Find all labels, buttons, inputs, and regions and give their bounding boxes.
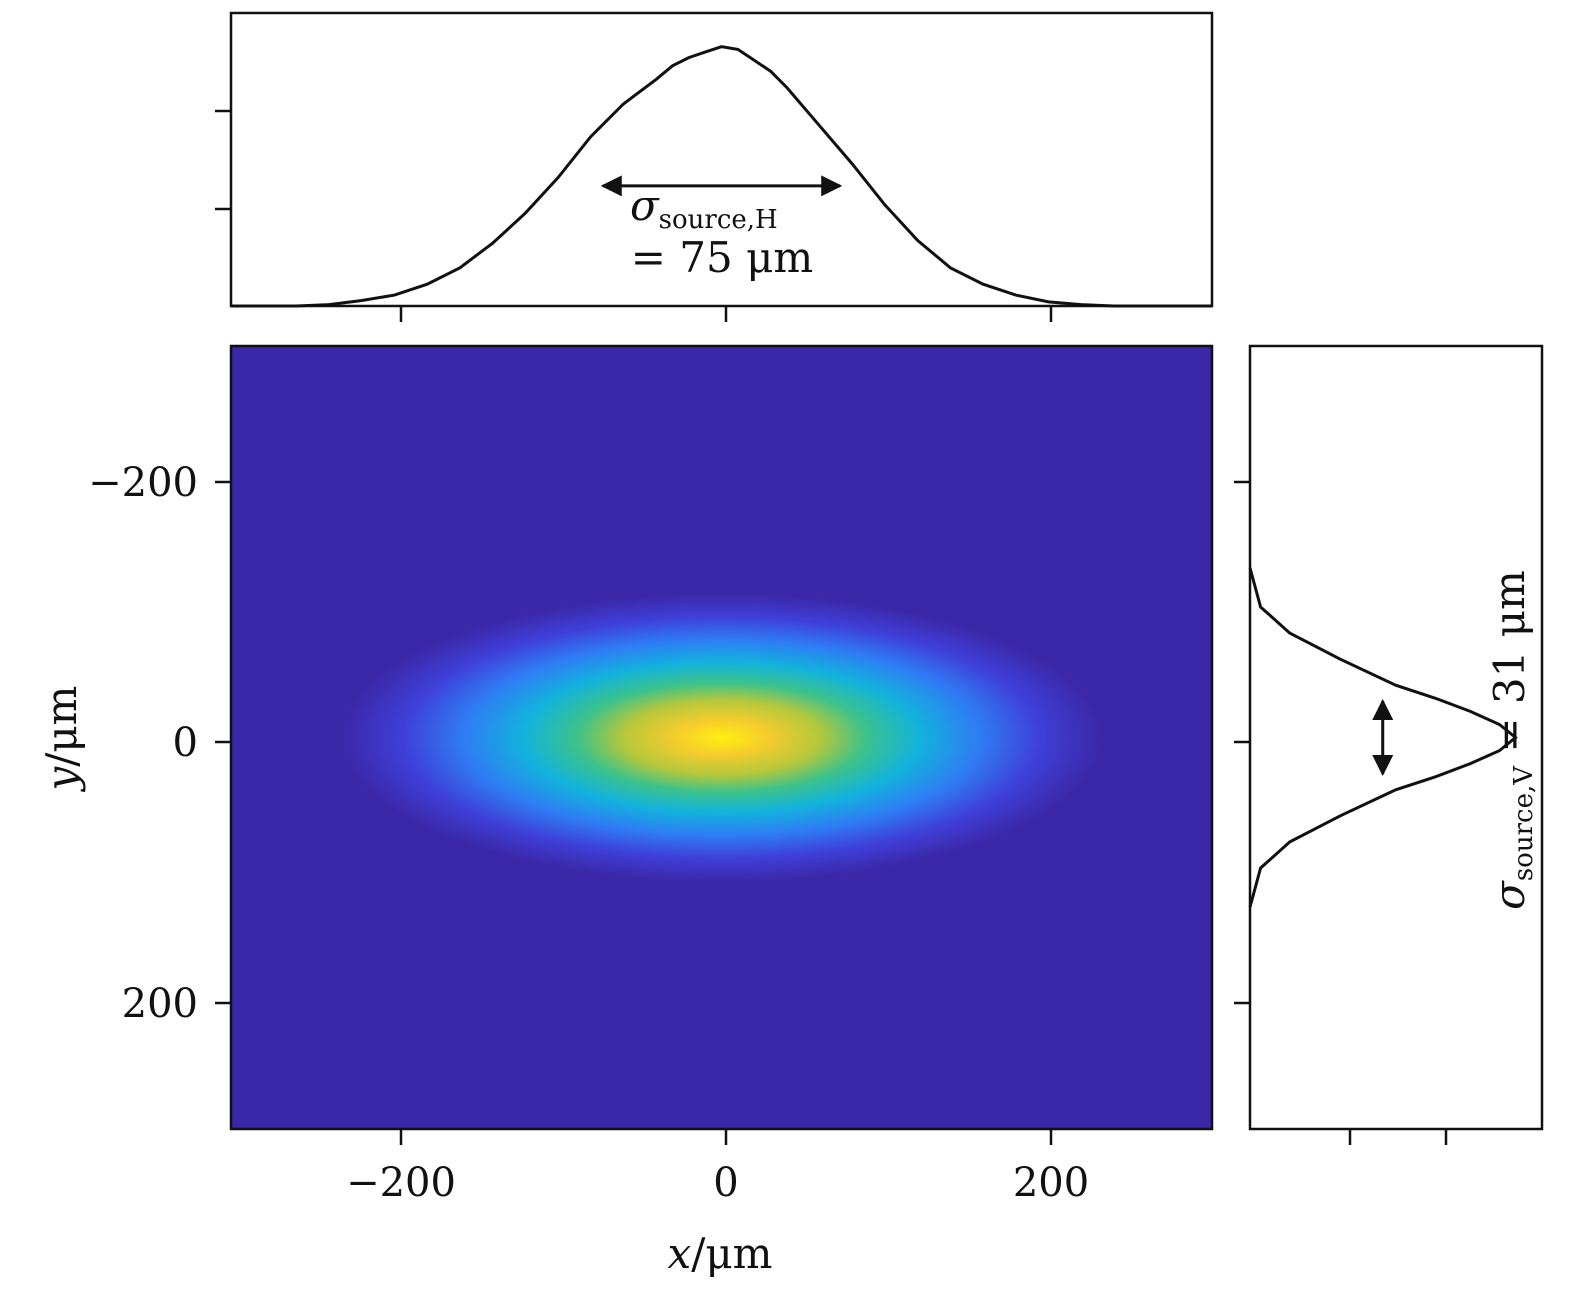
y-axis-var: y [37, 766, 86, 793]
sigma-h-symbol: σ [630, 181, 660, 230]
y-tick-label: 200 [122, 981, 198, 1027]
horizontal-profile-curve [231, 45, 1212, 308]
sigma-v-subscript: source,V [1509, 765, 1539, 881]
beam-spot [341, 593, 1102, 882]
sigma-h-subscript: source,H [659, 205, 778, 235]
sigma-h-value: = 75 μm [631, 233, 813, 282]
x-axis-label: x/μm [668, 1229, 773, 1278]
y-tick-label: 0 [173, 720, 198, 766]
top-profile-panel: σsource,H = 75 μm [215, 11, 1214, 322]
sigma-v-label: σsource,V = 31 μm [1485, 570, 1539, 910]
heatmap-panel: −200 0 200 −200 0 200 x/μm y/μm [37, 344, 1214, 1278]
heatmap-frame [229, 344, 1214, 1131]
sigma-h-label: σsource,H [630, 181, 778, 235]
sigma-v-value: = 31 μm [1485, 570, 1534, 766]
top-profile-frame [229, 11, 1214, 308]
right-profile-frame [1248, 344, 1544, 1131]
right-profile-panel: σsource,V = 31 μm [1234, 344, 1544, 1145]
x-axis-unit: /μm [691, 1229, 772, 1278]
sigma-v-symbol: σ [1485, 880, 1534, 910]
y-axis-unit: /μm [37, 685, 86, 766]
x-axis-var: x [668, 1229, 692, 1278]
y-tick-label: −200 [88, 460, 198, 506]
x-tick-label: 200 [1013, 1160, 1089, 1206]
x-tick-label: −200 [346, 1160, 456, 1206]
vertical-profile-curve [1248, 567, 1518, 908]
x-tick-label: 0 [713, 1160, 738, 1206]
y-axis-label: y/μm [37, 685, 86, 792]
